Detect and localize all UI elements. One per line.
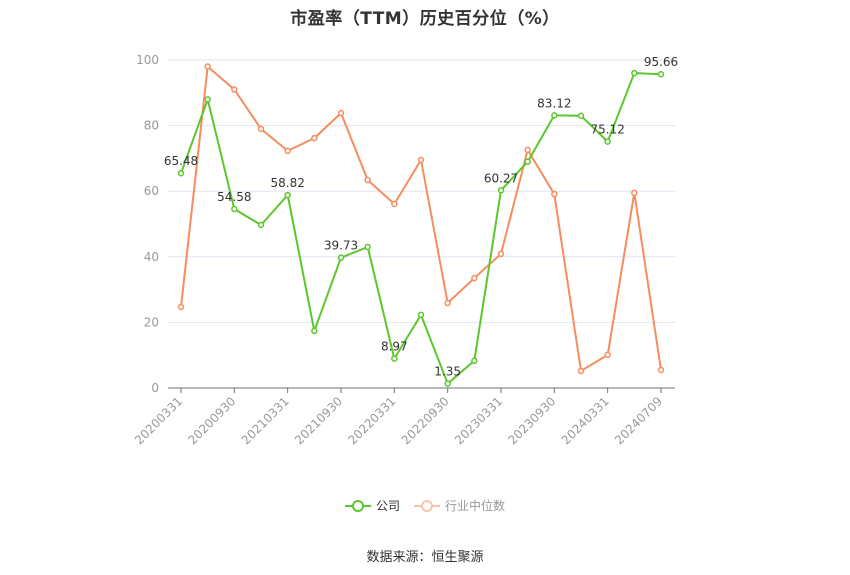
company-point	[657, 70, 665, 78]
y-tick-label: 100	[136, 53, 159, 67]
company-line	[180, 72, 662, 385]
industry-point	[204, 63, 211, 70]
company-point	[631, 69, 638, 77]
company-point	[177, 169, 185, 177]
data-label: 8.97	[381, 340, 408, 354]
industry-point	[337, 109, 345, 117]
legend-company-marker-icon	[344, 499, 371, 512]
industry-point	[551, 190, 558, 198]
y-tick-label: 60	[144, 184, 159, 198]
company-point	[577, 112, 585, 120]
x-tick-label: 20230331	[452, 394, 505, 447]
chart-title: 市盈率（TTM）历史百分位（%）	[290, 9, 560, 29]
data-label: 75.12	[590, 123, 624, 137]
data-label: 95.66	[644, 55, 678, 69]
company-point	[604, 138, 611, 145]
company-point	[444, 380, 451, 387]
legend-industry-marker-icon	[414, 499, 440, 512]
company-point	[551, 112, 558, 119]
legend: 公司 行业中位数	[0, 497, 850, 514]
industry-point	[577, 367, 585, 375]
company-point	[257, 221, 265, 229]
x-tick-label: 20240709	[612, 394, 665, 447]
company-point	[417, 311, 425, 319]
company-point	[231, 205, 238, 213]
data-source: 数据来源：恒生聚源	[366, 550, 484, 565]
x-tick-label: 20220930	[399, 394, 452, 447]
data-label: 60.27	[484, 171, 518, 185]
data-label: 58.82	[270, 176, 304, 190]
industry-point	[231, 86, 238, 93]
company-point	[311, 327, 318, 335]
legend-item-company[interactable]: 公司	[344, 497, 400, 514]
industry-point	[631, 189, 638, 197]
industry-point	[444, 299, 451, 307]
x-tick-label: 20200930	[185, 394, 238, 447]
industry-point	[417, 156, 425, 164]
data-label: 83.12	[537, 96, 571, 110]
legend-company-label: 公司	[375, 499, 400, 513]
company-point	[471, 357, 478, 365]
y-tick-label: 0	[151, 381, 159, 395]
company-point	[524, 158, 531, 165]
legend-item-industry[interactable]: 行业中位数	[414, 497, 505, 514]
x-tick-label: 20200331	[132, 394, 185, 447]
x-tick-label: 20220331	[345, 394, 398, 447]
company-point	[204, 96, 211, 103]
legend-industry-label: 行业中位数	[445, 499, 506, 513]
company-point	[284, 191, 291, 199]
y-tick-label: 80	[144, 119, 159, 133]
company-point	[337, 254, 345, 261]
y-tick-label: 20	[144, 315, 159, 329]
company-point	[391, 355, 398, 362]
x-tick-label: 20210930	[292, 394, 345, 447]
data-label: 39.73	[324, 239, 358, 253]
data-label: 54.58	[217, 190, 251, 204]
industry-line	[180, 65, 662, 372]
data-label: 1.35	[434, 365, 461, 379]
industry-point	[497, 250, 505, 258]
industry-point	[524, 146, 531, 154]
industry-point	[284, 147, 291, 155]
x-tick-label: 20210331	[239, 394, 292, 447]
industry-point	[364, 176, 371, 184]
industry-point	[257, 125, 265, 133]
industry-point	[177, 303, 185, 311]
x-tick-label: 20240331	[559, 394, 612, 447]
industry-point	[657, 366, 665, 374]
industry-point	[471, 274, 478, 282]
company-point	[497, 187, 505, 194]
industry-point	[391, 200, 398, 208]
company-point	[364, 243, 371, 251]
industry-point	[311, 134, 318, 142]
industry-point	[604, 351, 611, 359]
y-tick-label: 40	[144, 250, 159, 264]
data-label: 65.48	[164, 154, 198, 168]
x-tick-label: 20230930	[505, 394, 558, 447]
